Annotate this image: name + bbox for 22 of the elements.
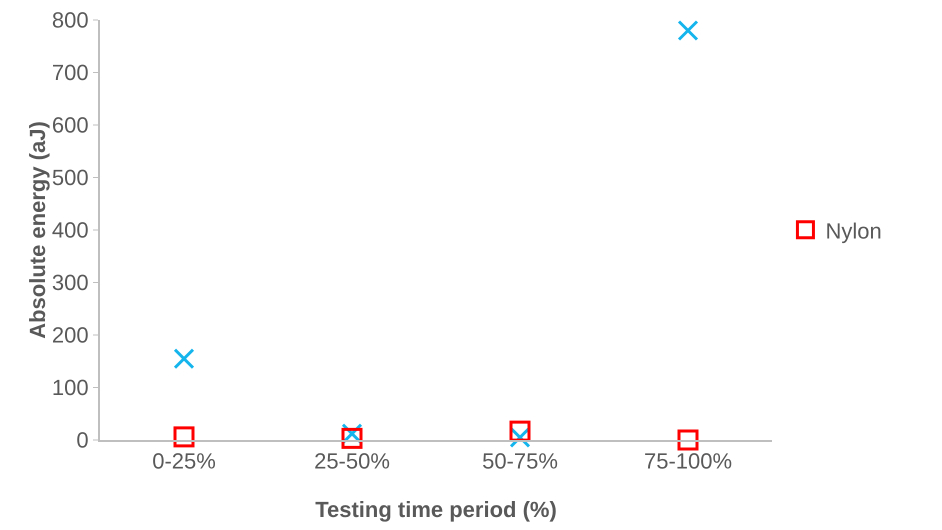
y-tick-label: 300 [52, 270, 89, 296]
point [174, 348, 194, 370]
x-tick-label: 75-100% [644, 448, 732, 474]
point [174, 426, 194, 448]
legend-label: Nylon [825, 218, 882, 244]
y-tick-label: 700 [52, 60, 89, 86]
x-axis-title: Testing time period (%) [315, 497, 557, 522]
y-tick-label: 0 [76, 428, 89, 453]
point [342, 428, 362, 449]
x-tick-label: 25-50% [314, 448, 390, 474]
point [510, 420, 530, 442]
point [678, 430, 698, 450]
point [678, 20, 698, 41]
y-tick-label: 400 [52, 218, 89, 243]
y-axis-title: Absolute energy (aJ) [24, 121, 50, 339]
x-tick-label: 50-75% [482, 448, 558, 474]
y-tick-label: 600 [52, 112, 89, 138]
y-tick-label: 100 [52, 375, 89, 400]
y-tick-label: 200 [52, 322, 89, 348]
y-tick-label: 800 [52, 8, 89, 33]
y-tick-label: 500 [52, 165, 89, 190]
x-tick-label: 0-25% [152, 448, 216, 474]
